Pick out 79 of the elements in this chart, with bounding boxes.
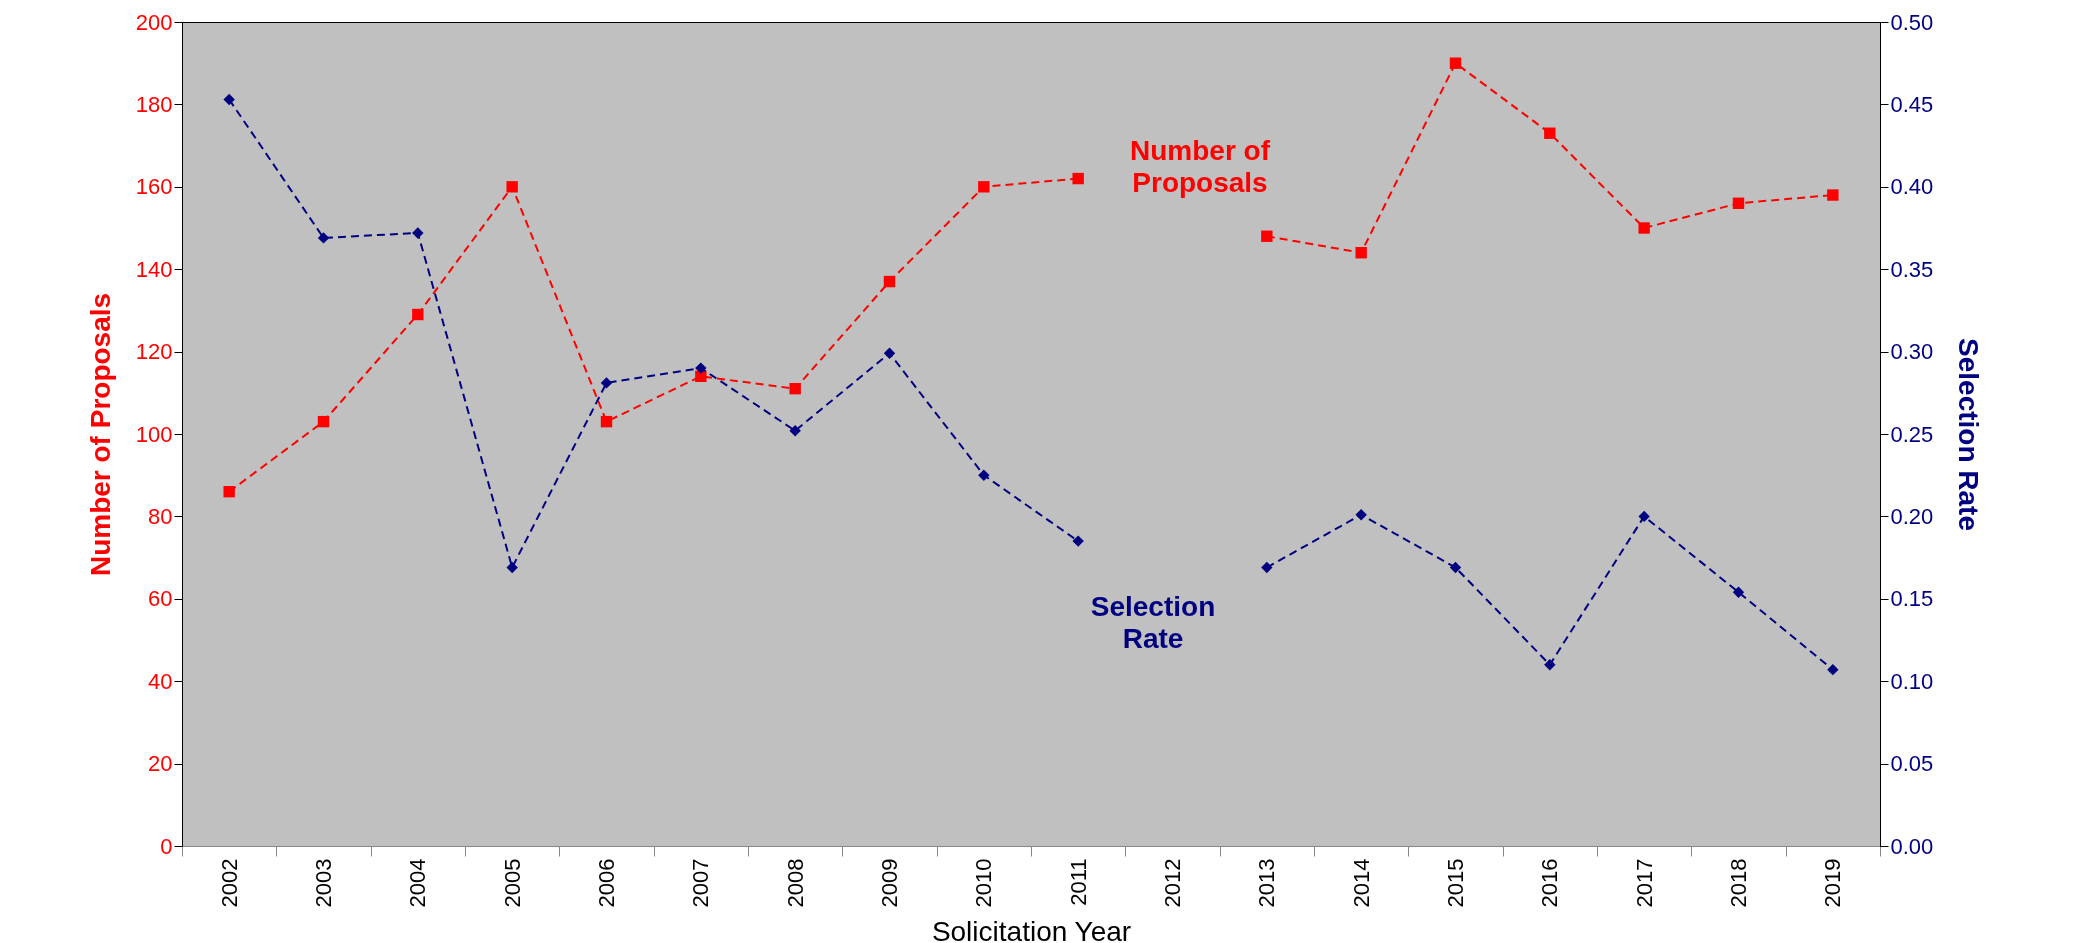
x-tick-label: 2007 [688,858,714,908]
y-axis-title: Number of Proposals [84,292,116,577]
point [883,347,896,359]
point [1261,561,1273,574]
x-tick-label: 2015 [1443,858,1468,908]
point [1544,659,1556,671]
y-tick-label: 200 [135,9,173,35]
point [223,485,235,498]
point [789,425,801,437]
y-tick-label: 180 [135,91,173,117]
x-tick-label: 2009 [877,858,902,908]
point [695,362,707,374]
point [883,275,896,288]
point [412,227,424,239]
point [1449,561,1462,574]
x-tick-label: 2016 [1537,858,1563,908]
x-tick-label: 2014 [1348,858,1374,908]
x-tick-label: 2006 [594,858,619,908]
y-tick-label: 160 [135,174,173,200]
point [1827,663,1839,676]
x-tick-label: 2018 [1726,858,1751,908]
x-tick-label: 2013 [1254,858,1280,908]
point [412,308,424,321]
point [223,93,235,106]
y2-tick-label: 0.15 [1890,586,1934,612]
point [1449,57,1462,69]
series-label: Selection Rate [1090,591,1216,654]
y2-tick-label: 0.30 [1890,339,1934,365]
y-tick-label: 0 [160,833,173,859]
point [1072,172,1084,185]
x-axis-title: Solicitation Year [931,916,1132,943]
x-tick-label: 2010 [971,858,997,908]
y2-tick-label: 0.20 [1890,503,1934,529]
point [1355,247,1367,259]
point [1638,222,1650,234]
y2-tick-label: 0.35 [1890,256,1934,282]
y-tick-label: 20 [148,751,173,777]
x-tick-label: 2002 [216,858,242,908]
y2-tick-label: 0.05 [1890,751,1934,777]
x-tick-label: 2019 [1820,858,1846,908]
point [695,370,707,383]
point [1827,189,1839,201]
point [1638,510,1650,523]
y2-tick-label: 0.25 [1890,421,1934,447]
point [978,181,990,193]
y2-tick-label: 0.45 [1890,91,1934,117]
y2-tick-label: 0.40 [1890,174,1934,200]
y-tick-label: 80 [148,503,173,529]
y-tick-label: 60 [148,586,173,612]
x-tick-label: 2005 [499,858,525,908]
point [317,232,330,244]
point [1732,586,1745,598]
y2-axis-title: Selection Rate [1953,338,1985,531]
point [1355,509,1367,521]
point [600,377,613,389]
x-tick-label: 2004 [405,858,431,908]
y-tick-label: 140 [135,256,173,282]
series-label: Number of Proposals [1130,135,1271,198]
y2-tick-label: 0.00 [1890,833,1934,859]
x-tick-label: 2011 [1065,858,1091,906]
y2-tick-label: 0.50 [1890,9,1934,35]
point [600,415,613,428]
y2-tick-label: 0.10 [1890,668,1934,694]
x-tick-label: 2012 [1160,858,1185,908]
point [978,469,990,481]
point [1072,535,1084,547]
point [1261,230,1273,242]
point [789,382,801,395]
point [1732,197,1745,209]
x-tick-label: 2008 [782,858,808,908]
y-tick-label: 120 [135,339,173,365]
point [317,415,330,428]
x-tick-label: 2003 [311,858,336,908]
point [506,561,518,574]
y-tick-label: 40 [148,668,173,694]
point [1544,127,1556,139]
point [506,181,518,193]
y-tick-label: 100 [135,421,173,447]
x-tick-label: 2017 [1631,858,1657,908]
